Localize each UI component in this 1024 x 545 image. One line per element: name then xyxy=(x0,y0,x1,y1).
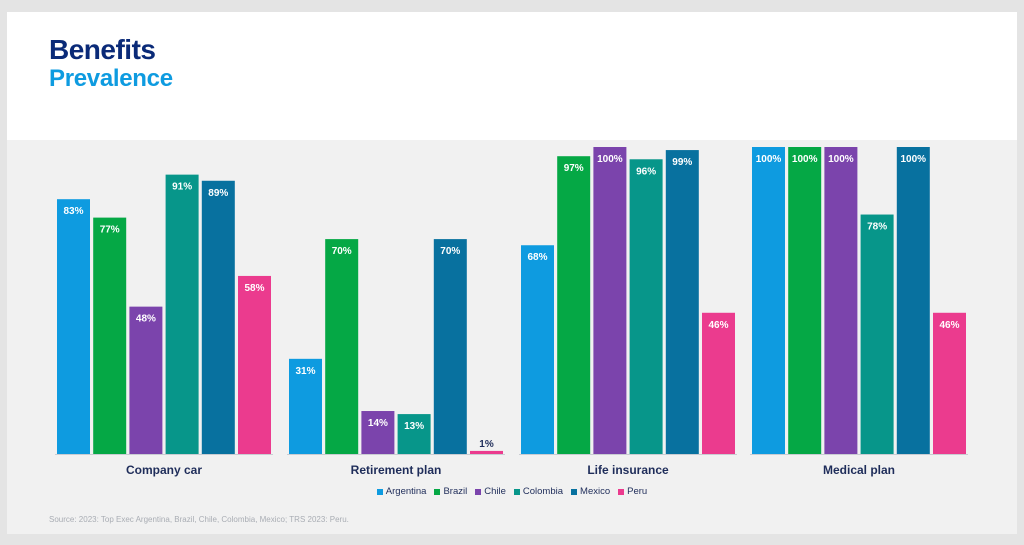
bar-brazil-medical-plan xyxy=(788,147,822,454)
legend-label: Mexico xyxy=(580,486,611,497)
data-label: 78% xyxy=(867,222,887,233)
bar-chile-company-car xyxy=(129,306,163,454)
category-label: Company car xyxy=(126,463,202,477)
data-label: 14% xyxy=(368,418,388,429)
bar-argentina-life-insurance xyxy=(521,245,554,454)
data-label: 99% xyxy=(672,157,692,168)
bar-chile-retirement-plan xyxy=(361,411,395,454)
data-label: 100% xyxy=(756,154,782,165)
legend-item-brazil: Brazil xyxy=(434,486,467,497)
legend-swatch xyxy=(475,488,482,495)
data-label: 100% xyxy=(597,154,623,165)
data-label: 70% xyxy=(440,246,460,257)
legend-item-colombia: Colombia xyxy=(513,486,564,497)
data-label: 91% xyxy=(172,182,192,193)
bar-colombia-company-car xyxy=(165,174,199,454)
bar-colombia-medical-plan xyxy=(860,214,894,454)
data-label: 97% xyxy=(564,163,584,174)
data-label: 46% xyxy=(939,320,959,331)
page-subtitle: Prevalence xyxy=(49,65,173,92)
chart-legend: Argentina Brazil Chile Colombia Mexico Peru xyxy=(7,486,1017,497)
bar-mexico-company-car xyxy=(201,180,235,454)
data-label: 48% xyxy=(136,314,156,325)
data-label: 77% xyxy=(100,225,120,236)
bar-chart: 83% 77% 48% 91% 89% 58% Company car 31% 70% 14% 13… xyxy=(55,147,968,477)
legend-item-chile: Chile xyxy=(475,486,506,497)
bar-colombia-life-insurance xyxy=(629,159,663,454)
bar-chile-medical-plan xyxy=(824,147,858,454)
data-label: 100% xyxy=(828,154,854,165)
data-label: 13% xyxy=(404,421,424,432)
bar-peru-retirement-plan xyxy=(470,450,503,454)
data-label: 89% xyxy=(208,188,228,199)
data-label: 83% xyxy=(63,206,83,217)
legend-swatch xyxy=(513,488,520,495)
source-note: Source: 2023: Top Exec Argentina, Brazil… xyxy=(49,515,349,524)
data-label: 68% xyxy=(527,252,547,263)
data-label: 58% xyxy=(244,283,264,294)
legend-item-argentina: Argentina xyxy=(376,486,427,497)
bar-argentina-medical-plan xyxy=(752,147,785,454)
data-label: 96% xyxy=(636,166,656,177)
category-label: Life insurance xyxy=(587,463,669,477)
page-title: Benefits xyxy=(49,34,156,65)
slide: Benefits Prevalence 83% 77% 48% 91% 89% 58% Co… xyxy=(7,12,1017,534)
bar-mexico-life-insurance xyxy=(665,150,699,454)
legend-label: Chile xyxy=(484,486,506,497)
category-label: Medical plan xyxy=(823,463,895,477)
data-label: 70% xyxy=(332,246,352,257)
bar-chile-life-insurance xyxy=(593,147,627,454)
category-label: Retirement plan xyxy=(351,463,442,477)
bar-peru-company-car xyxy=(238,275,271,454)
bar-argentina-company-car xyxy=(57,199,90,454)
legend-item-mexico: Mexico xyxy=(571,486,610,497)
bar-brazil-company-car xyxy=(93,217,127,454)
bar-peru-medical-plan xyxy=(933,312,966,454)
header: Benefits Prevalence xyxy=(7,12,1017,140)
legend-swatch xyxy=(571,488,578,495)
data-label: 46% xyxy=(708,320,728,331)
bar-mexico-retirement-plan xyxy=(433,239,467,454)
data-label: 100% xyxy=(901,154,927,165)
legend-swatch xyxy=(618,488,625,495)
legend-label: Colombia xyxy=(522,486,564,497)
data-label: 1% xyxy=(479,439,494,450)
data-label: 100% xyxy=(792,154,818,165)
legend-label: Peru xyxy=(627,486,648,497)
data-label: 31% xyxy=(295,366,315,377)
legend-swatch xyxy=(434,488,441,495)
bar-brazil-retirement-plan xyxy=(325,239,359,454)
bar-brazil-life-insurance xyxy=(557,156,591,454)
legend-item-peru: Peru xyxy=(618,486,647,497)
bar-mexico-medical-plan xyxy=(896,147,930,454)
legend-label: Brazil xyxy=(443,486,468,497)
bar-argentina-retirement-plan xyxy=(289,358,322,454)
bar-colombia-retirement-plan xyxy=(397,414,431,454)
bar-peru-life-insurance xyxy=(702,312,735,454)
legend-label: Argentina xyxy=(385,486,427,497)
legend-swatch xyxy=(376,488,383,495)
